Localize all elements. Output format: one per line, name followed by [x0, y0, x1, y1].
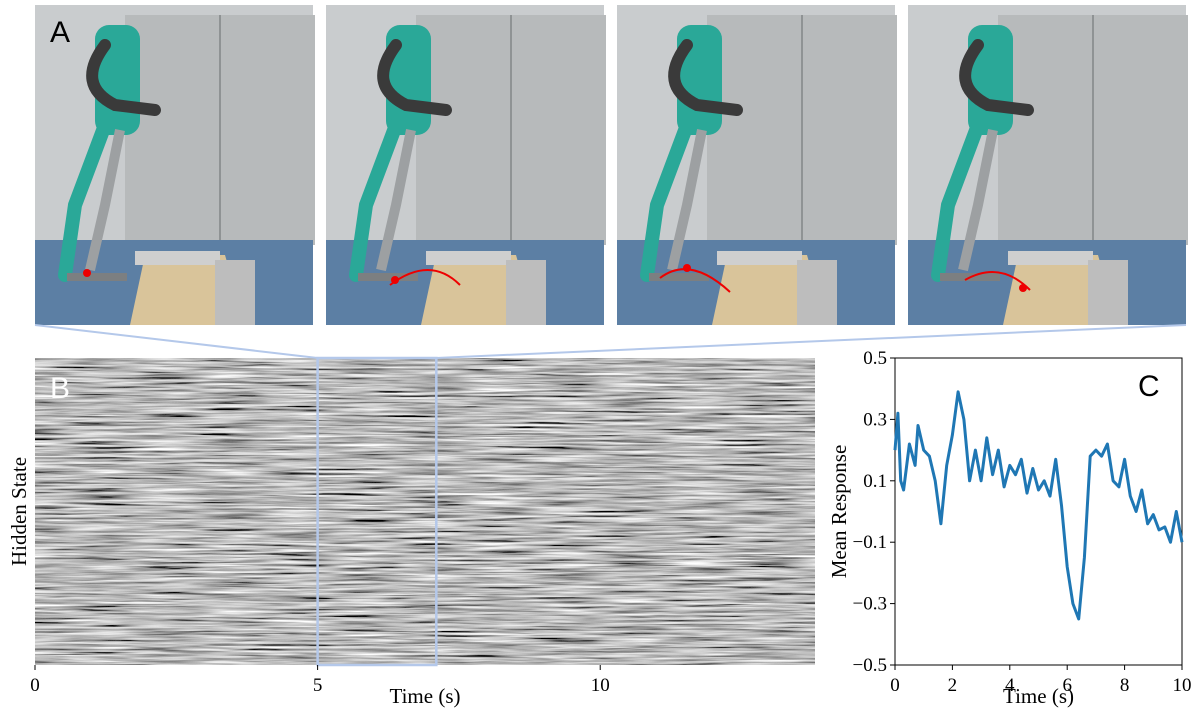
x-tick-label: 8 [1120, 675, 1130, 696]
x-tick-label: 10 [1173, 675, 1192, 696]
y-axis-label: Mean Response [827, 445, 851, 579]
x-tick-label: 2 [948, 675, 958, 696]
x-axis-label: Time (s) [390, 684, 461, 708]
x-tick-label: 0 [30, 675, 40, 696]
y-tick-label: −0.3 [853, 594, 887, 615]
x-tick-label: 0 [890, 675, 900, 696]
foot-marker [83, 269, 91, 277]
photo [326, 5, 606, 325]
panel-label: B [50, 372, 70, 405]
y-tick-label: −0.5 [853, 655, 887, 676]
x-tick-label: 5 [313, 675, 323, 696]
x-axis-label: Time (s) [1003, 684, 1074, 708]
y-tick-label: 0.5 [863, 348, 887, 369]
y-tick-label: 0.3 [863, 409, 887, 430]
photo [908, 5, 1188, 325]
y-tick-label: −0.1 [853, 532, 887, 553]
y-axis-label: Hidden State [7, 457, 31, 566]
connector [35, 325, 318, 358]
x-tick-label: 10 [591, 675, 610, 696]
foot-marker [683, 264, 691, 272]
connector [436, 325, 1186, 358]
photo-row: A [35, 5, 1188, 325]
foot-marker [391, 276, 399, 284]
foot-marker [1019, 284, 1027, 292]
figure: A 0510Time (s)Hidden StateB0246810−0.5−0… [0, 0, 1193, 713]
y-tick-label: 0.1 [863, 471, 887, 492]
heatmap [35, 358, 815, 665]
photo [617, 5, 897, 325]
line [895, 392, 1182, 619]
panel-label: C [1138, 370, 1160, 403]
photo [35, 5, 315, 325]
panel-label: A [50, 16, 70, 49]
